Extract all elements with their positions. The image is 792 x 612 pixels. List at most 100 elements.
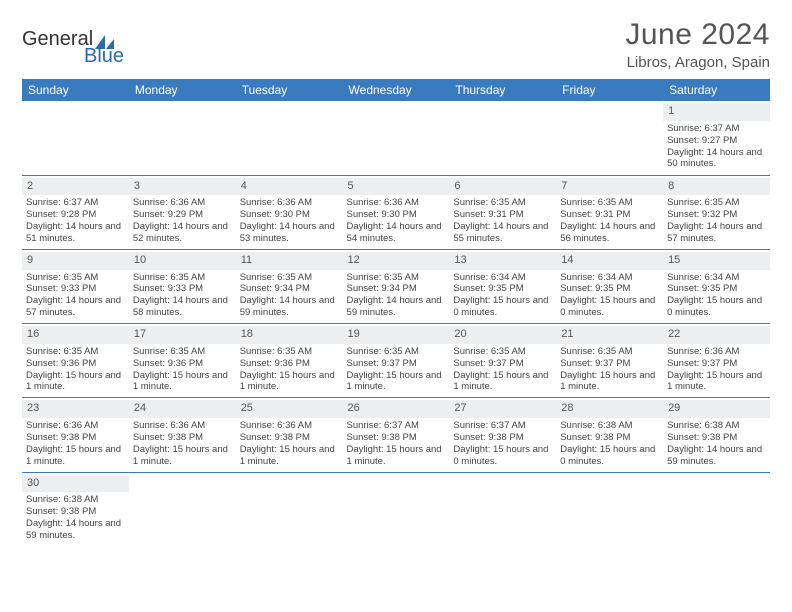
sunrise-text: Sunrise: 6:34 AM [667,272,766,284]
sunrise-text: Sunrise: 6:37 AM [667,123,766,135]
calendar-cell: 16Sunrise: 6:35 AMSunset: 9:36 PMDayligh… [22,324,129,398]
sunset-text: Sunset: 9:38 PM [240,432,339,444]
sunrise-text: Sunrise: 6:35 AM [133,272,232,284]
calendar-cell: 15Sunrise: 6:34 AMSunset: 9:35 PMDayligh… [663,249,770,323]
sunset-text: Sunset: 9:38 PM [560,432,659,444]
calendar-cell: 13Sunrise: 6:34 AMSunset: 9:35 PMDayligh… [449,249,556,323]
sunset-text: Sunset: 9:30 PM [347,209,446,221]
sunset-text: Sunset: 9:37 PM [347,358,446,370]
calendar-cell: 11Sunrise: 6:35 AMSunset: 9:34 PMDayligh… [236,249,343,323]
sunset-text: Sunset: 9:37 PM [667,358,766,370]
sunset-text: Sunset: 9:30 PM [240,209,339,221]
calendar-cell: 18Sunrise: 6:35 AMSunset: 9:36 PMDayligh… [236,324,343,398]
daylight-text: Daylight: 15 hours and 1 minute. [240,370,339,394]
weekday-header: Sunday [22,79,129,101]
sunrise-text: Sunrise: 6:38 AM [560,420,659,432]
title-block: June 2024 Libros, Aragon, Spain [625,18,770,71]
day-number: 17 [129,326,236,344]
sunrise-text: Sunrise: 6:36 AM [240,197,339,209]
day-number: 15 [663,252,770,270]
daylight-text: Daylight: 14 hours and 54 minutes. [347,221,446,245]
daylight-text: Daylight: 14 hours and 52 minutes. [133,221,232,245]
daylight-text: Daylight: 14 hours and 51 minutes. [26,221,125,245]
calendar-cell [343,472,450,546]
sunset-text: Sunset: 9:38 PM [453,432,552,444]
calendar-cell: 28Sunrise: 6:38 AMSunset: 9:38 PMDayligh… [556,398,663,472]
location-text: Libros, Aragon, Spain [625,54,770,71]
day-number: 18 [236,326,343,344]
day-number: 7 [556,178,663,196]
calendar-cell: 3Sunrise: 6:36 AMSunset: 9:29 PMDaylight… [129,175,236,249]
sunrise-text: Sunrise: 6:35 AM [240,272,339,284]
sunset-text: Sunset: 9:34 PM [347,283,446,295]
calendar-table: Sunday Monday Tuesday Wednesday Thursday… [22,79,770,546]
sunrise-text: Sunrise: 6:37 AM [347,420,446,432]
daylight-text: Daylight: 14 hours and 59 minutes. [26,518,125,542]
day-number: 23 [22,400,129,418]
day-number: 21 [556,326,663,344]
daylight-text: Daylight: 14 hours and 59 minutes. [347,295,446,319]
calendar-cell: 24Sunrise: 6:36 AMSunset: 9:38 PMDayligh… [129,398,236,472]
sunrise-text: Sunrise: 6:35 AM [560,197,659,209]
calendar-cell: 21Sunrise: 6:35 AMSunset: 9:37 PMDayligh… [556,324,663,398]
day-number: 28 [556,400,663,418]
weekday-header: Friday [556,79,663,101]
sunrise-text: Sunrise: 6:35 AM [26,346,125,358]
sunset-text: Sunset: 9:38 PM [26,432,125,444]
day-number: 1 [663,103,770,121]
day-number: 10 [129,252,236,270]
day-number: 27 [449,400,556,418]
sunrise-text: Sunrise: 6:36 AM [240,420,339,432]
calendar-cell [556,472,663,546]
sunset-text: Sunset: 9:32 PM [667,209,766,221]
daylight-text: Daylight: 15 hours and 1 minute. [240,444,339,468]
sunrise-text: Sunrise: 6:35 AM [347,272,446,284]
sunrise-text: Sunrise: 6:34 AM [453,272,552,284]
month-title: June 2024 [625,18,770,52]
sunset-text: Sunset: 9:38 PM [133,432,232,444]
weekday-header: Tuesday [236,79,343,101]
daylight-text: Daylight: 15 hours and 1 minute. [347,444,446,468]
sunrise-text: Sunrise: 6:35 AM [453,346,552,358]
day-number: 4 [236,178,343,196]
daylight-text: Daylight: 15 hours and 1 minute. [133,444,232,468]
calendar-cell: 19 Sunrise: 6:35 AMSunset: 9:37 PMDayligh… [343,324,450,398]
day-number: 6 [449,178,556,196]
daylight-text: Daylight: 15 hours and 0 minutes. [560,295,659,319]
sunrise-text: Sunrise: 6:38 AM [667,420,766,432]
calendar-cell: 2Sunrise: 6:37 AMSunset: 9:28 PMDaylight… [22,175,129,249]
logo: GeneralBlue [22,28,124,68]
sunset-text: Sunset: 9:29 PM [133,209,232,221]
sunrise-text: Sunrise: 6:36 AM [667,346,766,358]
day-number: 9 [22,252,129,270]
calendar-cell: 26Sunrise: 6:37 AMSunset: 9:38 PMDayligh… [343,398,450,472]
logo-text-general: General [22,28,93,51]
calendar-cell [663,472,770,546]
calendar-cell: 27Sunrise: 6:37 AMSunset: 9:38 PMDayligh… [449,398,556,472]
calendar-cell: 30Sunrise: 6:38 AMSunset: 9:38 PMDayligh… [22,472,129,546]
sunrise-text: Sunrise: 6:35 AM [560,346,659,358]
day-number: 19 [343,326,450,344]
day-number: 20 [449,326,556,344]
calendar-row: 23Sunrise: 6:36 AMSunset: 9:38 PMDayligh… [22,398,770,472]
sunrise-text: Sunrise: 6:37 AM [453,420,552,432]
calendar-row: 9Sunrise: 6:35 AMSunset: 9:33 PMDaylight… [22,249,770,323]
weekday-header: Saturday [663,79,770,101]
daylight-text: Daylight: 14 hours and 57 minutes. [667,221,766,245]
day-number: 26 [343,400,450,418]
calendar-cell: 4Sunrise: 6:36 AMSunset: 9:30 PMDaylight… [236,175,343,249]
calendar-cell [449,472,556,546]
calendar-cell [343,101,450,175]
calendar-cell: 20Sunrise: 6:35 AMSunset: 9:37 PMDayligh… [449,324,556,398]
sunrise-text: Sunrise: 6:35 AM [453,197,552,209]
daylight-text: Daylight: 14 hours and 55 minutes. [453,221,552,245]
sunset-text: Sunset: 9:31 PM [453,209,552,221]
daylight-text: Daylight: 15 hours and 1 minute. [26,444,125,468]
daylight-text: Daylight: 15 hours and 1 minute. [347,370,446,394]
calendar-cell: 6Sunrise: 6:35 AMSunset: 9:31 PMDaylight… [449,175,556,249]
weekday-header: Wednesday [343,79,450,101]
sunrise-text: Sunrise: 6:35 AM [347,346,446,358]
calendar-cell: 14Sunrise: 6:34 AMSunset: 9:35 PMDayligh… [556,249,663,323]
calendar-cell [129,101,236,175]
daylight-text: Daylight: 15 hours and 1 minute. [560,370,659,394]
